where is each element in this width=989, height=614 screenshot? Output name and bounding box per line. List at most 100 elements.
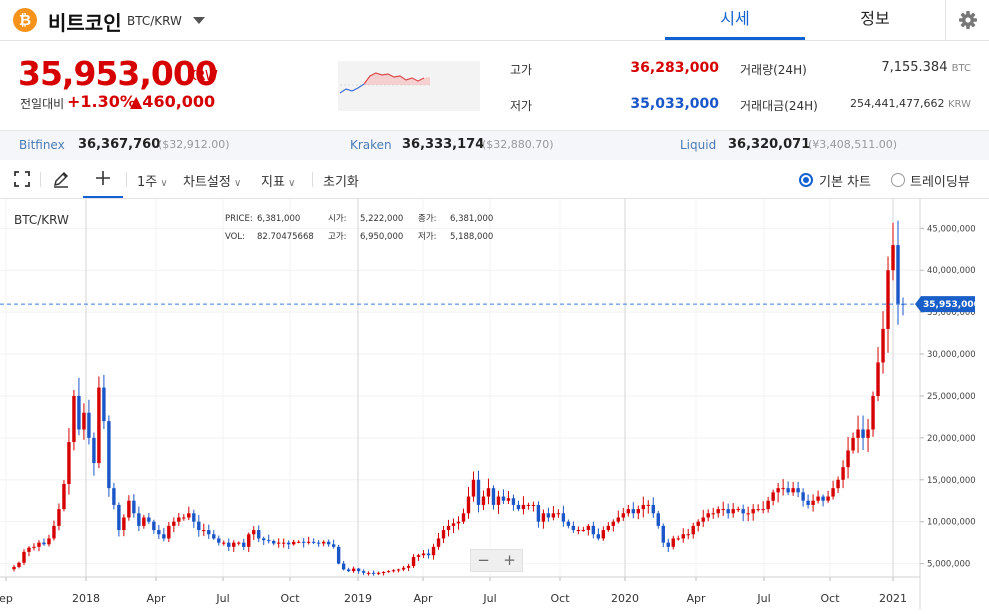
exchange-jpy-liquid: (¥3,408,511.00) [808,138,898,151]
exchange-name-kraken[interactable]: Kraken [350,138,392,152]
candle-body [611,521,616,526]
candle-body [786,488,790,493]
info-high-label: 고가: [328,232,347,242]
zoom-in-button[interactable]: + [503,551,516,569]
zoom-out-button[interactable]: − [477,551,490,569]
candle-body [631,509,636,514]
candle-body [806,500,810,505]
tab-market[interactable]: 시세 [665,0,805,40]
candle-body [227,542,231,547]
info-vol: 82.70475668 [257,232,314,242]
candle-body [341,563,346,570]
coin-dropdown-icon[interactable] [193,17,205,24]
candle-body [257,530,261,539]
exchange-value-bitfinex: 36,367,760 [78,137,161,152]
candle-body [122,517,126,531]
interval-select[interactable]: 1주 ∨ [137,171,168,190]
price-unit: KRW [188,69,218,84]
chart-settings-menu[interactable]: 차트설정 ∨ [183,171,241,190]
basic-chart-label[interactable]: 기본 차트 [819,175,871,190]
candle-body [576,530,581,532]
candle-body [891,245,895,271]
y-tick-label: 25,000,000 [927,392,976,402]
chevron-down-icon: ∨ [230,178,242,189]
candle-body [87,412,91,438]
fullscreen-button[interactable] [13,170,31,192]
mini-chart-sparkline [339,72,430,94]
candle-body [776,488,780,493]
candle-body [107,421,111,489]
coin-name[interactable]: 비트코인 [48,11,122,35]
candle-body [471,479,476,497]
candle-body [272,540,276,544]
indicators-label: 지표 [261,175,285,190]
settings-button[interactable] [945,0,989,40]
candle-body [52,525,56,539]
price-chart[interactable]: 5,000,000 10,000,000 15,000,000 20,000,000 2… [0,199,989,614]
basic-chart-radio[interactable] [799,173,813,187]
candle-body [132,500,136,514]
candle-body [27,547,31,552]
x-tick-label: 2020 [611,592,639,605]
candle-body [142,517,146,526]
candle-body [881,328,885,363]
candle-body [586,525,591,531]
candle-body [541,513,546,522]
candle-body [386,571,391,573]
candle-body [701,517,705,522]
candle-body [247,534,251,547]
x-tick-label: 2018 [72,592,100,605]
candle-body [182,517,186,519]
candle-body [861,429,865,438]
reset-button[interactable]: 초기화 [323,175,359,190]
current-price: 35,953,000 [18,54,218,93]
y-tick-label: 15,000,000 [927,476,976,486]
candle-body [77,395,81,430]
candle-body [366,572,371,574]
candle-body [72,395,76,443]
candle-body [202,530,206,532]
volume-number: 7,155.384 [881,60,948,75]
draw-button[interactable] [52,170,70,192]
candle-body [706,513,710,518]
candle-body [596,534,601,539]
high-label: 고가 [510,63,533,77]
exchange-name-bitfinex[interactable]: Bitfinex [19,138,65,152]
candle-body [157,530,161,535]
indicators-menu[interactable]: 지표 ∨ [261,171,295,190]
info-open-label: 시가: [328,214,347,224]
high-value: 36,283,000 [630,60,719,76]
candle-body [826,496,830,501]
current-price-tag [915,296,975,313]
candle-body [306,541,311,543]
candle-body [646,504,650,506]
tab-info[interactable]: 정보 [860,9,890,28]
volume-value: 7,155.384 BTC [820,60,971,75]
tradingview-radio[interactable] [891,173,905,187]
candle-body [521,504,526,510]
change-rate: +1.30% [67,92,136,111]
candle-body [536,504,541,522]
candlestick-chart[interactable]: 5,000,000 10,000,000 15,000,000 20,000,000 2… [0,199,989,610]
exchange-name-liquid[interactable]: Liquid [680,138,717,152]
candle-body [187,513,191,518]
candle-body [112,488,116,505]
candle-body [177,517,181,522]
candle-body [866,429,870,438]
candle-body [641,504,645,510]
volume-unit: BTC [951,63,971,74]
tradingview-label[interactable]: 트레이딩뷰 [910,175,970,190]
candle-body [431,546,436,556]
low-label: 저가 [510,99,533,113]
crosshair-button[interactable] [83,160,123,198]
candle-body [461,513,466,522]
candle-body [711,513,715,515]
candle-body [671,538,675,547]
x-tick-label: 2021 [879,592,907,605]
candle-body [511,498,516,505]
change-amount: ▲460,000 [130,92,216,111]
candle-body [127,500,131,518]
crosshair-icon [96,171,110,185]
candle-body [291,541,296,545]
candle-body [481,496,486,505]
